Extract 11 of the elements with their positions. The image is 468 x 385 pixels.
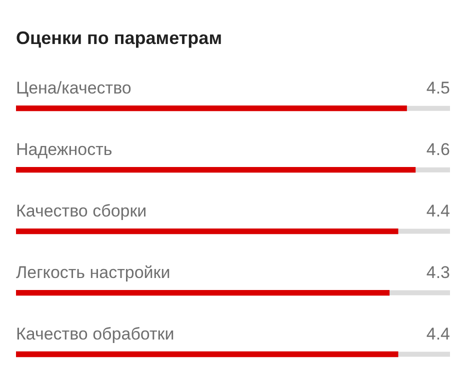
data-label: 4.4 [426, 201, 450, 220]
chart-title: Оценки по параметрам [16, 28, 222, 48]
data-label: 4.6 [426, 140, 450, 160]
data-label: 4.3 [426, 262, 450, 282]
y-tick-label: Качество обработки [16, 324, 174, 344]
y-tick-label: Качество сборки [16, 201, 147, 220]
data-label: 4.4 [426, 324, 450, 344]
y-tick-label: Надежность [16, 140, 112, 160]
data-label: 4.5 [426, 78, 450, 98]
y-tick-label: Цена/качество [16, 78, 132, 98]
y-tick-label: Легкость настройки [16, 262, 170, 282]
